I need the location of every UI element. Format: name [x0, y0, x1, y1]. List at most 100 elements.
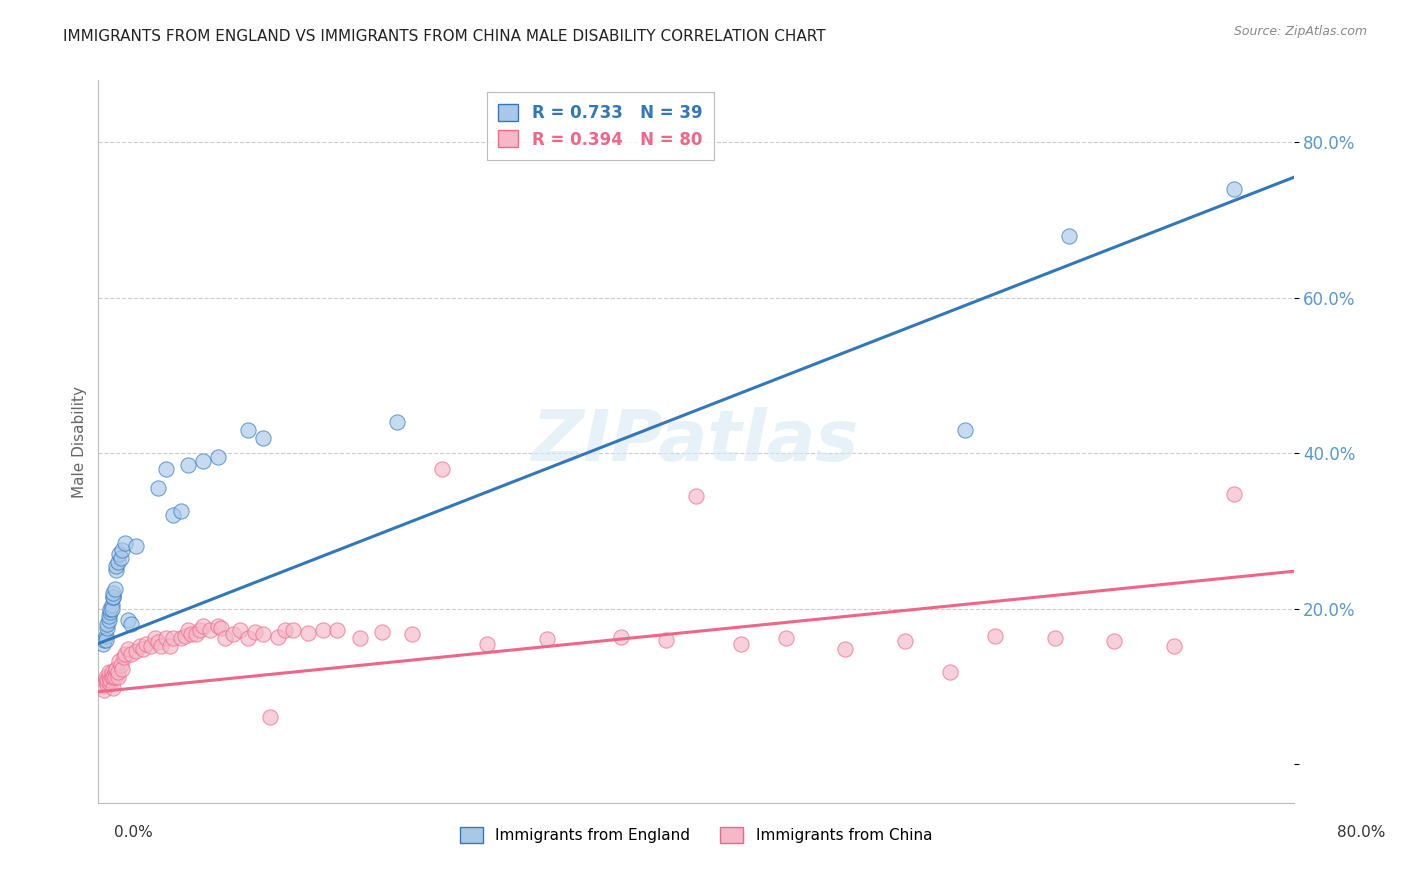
Point: [281, 624, 304, 638]
Point: [214, 631, 236, 645]
Point: [97, 670, 120, 684]
Point: [984, 629, 1007, 643]
Point: [267, 630, 290, 644]
Point: [159, 639, 181, 653]
Point: [191, 454, 214, 468]
Point: [103, 681, 125, 695]
Point: [114, 535, 136, 549]
Point: [252, 431, 274, 445]
Point: [775, 631, 797, 645]
Point: [229, 624, 252, 638]
Y-axis label: Male Disability: Male Disability: [72, 385, 87, 498]
Point: [94, 670, 117, 684]
Point: [236, 631, 259, 645]
Point: [207, 618, 229, 632]
Point: [155, 631, 177, 645]
Text: 80.0%: 80.0%: [1337, 825, 1385, 839]
Point: [111, 662, 134, 676]
Point: [349, 631, 371, 645]
Legend: R = 0.733   N = 39, R = 0.394   N = 80: R = 0.733 N = 39, R = 0.394 N = 80: [486, 92, 714, 161]
Point: [120, 647, 142, 661]
Point: [112, 649, 135, 664]
Point: [103, 590, 125, 604]
Point: [98, 673, 122, 687]
Point: [245, 624, 267, 639]
Point: [236, 423, 259, 437]
Point: [94, 632, 117, 647]
Point: [117, 613, 139, 627]
Point: [148, 481, 170, 495]
Point: [222, 627, 245, 641]
Point: [105, 662, 128, 676]
Point: [209, 621, 232, 635]
Point: [94, 629, 117, 643]
Point: [177, 624, 200, 638]
Point: [139, 639, 162, 653]
Point: [104, 665, 127, 680]
Point: [155, 461, 177, 475]
Point: [105, 558, 128, 573]
Point: [96, 621, 118, 635]
Point: [953, 423, 976, 437]
Point: [894, 634, 917, 648]
Point: [103, 670, 125, 684]
Point: [177, 458, 200, 472]
Point: [252, 627, 274, 641]
Point: [200, 624, 222, 638]
Point: [143, 631, 166, 645]
Point: [104, 582, 127, 596]
Point: [326, 624, 349, 638]
Point: [1059, 228, 1081, 243]
Point: [111, 543, 134, 558]
Point: [107, 670, 129, 684]
Point: [110, 657, 132, 672]
Point: [125, 540, 148, 554]
Point: [108, 547, 131, 561]
Point: [91, 636, 114, 650]
Point: [939, 665, 962, 680]
Point: [97, 665, 120, 680]
Point: [97, 613, 120, 627]
Point: [120, 617, 142, 632]
Point: [371, 624, 394, 639]
Point: [93, 632, 115, 647]
Point: [96, 617, 118, 632]
Point: [97, 609, 120, 624]
Point: [385, 415, 409, 429]
Point: [98, 606, 122, 620]
Point: [103, 590, 125, 604]
Point: [1104, 634, 1126, 648]
Point: [311, 624, 333, 638]
Point: [274, 624, 297, 638]
Point: [94, 673, 117, 687]
Point: [834, 642, 856, 657]
Text: IMMIGRANTS FROM ENGLAND VS IMMIGRANTS FROM CHINA MALE DISABILITY CORRELATION CHA: IMMIGRANTS FROM ENGLAND VS IMMIGRANTS FR…: [63, 29, 825, 44]
Point: [135, 636, 157, 650]
Point: [117, 642, 139, 657]
Point: [430, 461, 453, 475]
Point: [730, 636, 752, 650]
Point: [101, 665, 124, 680]
Point: [93, 683, 115, 698]
Text: ZIPatlas: ZIPatlas: [533, 407, 859, 476]
Point: [129, 639, 152, 653]
Point: [207, 450, 229, 464]
Point: [98, 601, 122, 615]
Text: 0.0%: 0.0%: [114, 825, 153, 839]
Point: [101, 670, 124, 684]
Point: [1223, 486, 1246, 500]
Point: [655, 632, 678, 647]
Point: [148, 635, 170, 649]
Point: [174, 629, 197, 643]
Point: [150, 639, 173, 653]
Point: [1163, 639, 1185, 653]
Point: [191, 619, 214, 633]
Point: [107, 665, 129, 680]
Point: [132, 642, 155, 657]
Point: [162, 508, 184, 523]
Point: [401, 627, 423, 641]
Point: [1223, 182, 1246, 196]
Point: [610, 630, 633, 644]
Point: [110, 551, 132, 566]
Point: [114, 647, 136, 661]
